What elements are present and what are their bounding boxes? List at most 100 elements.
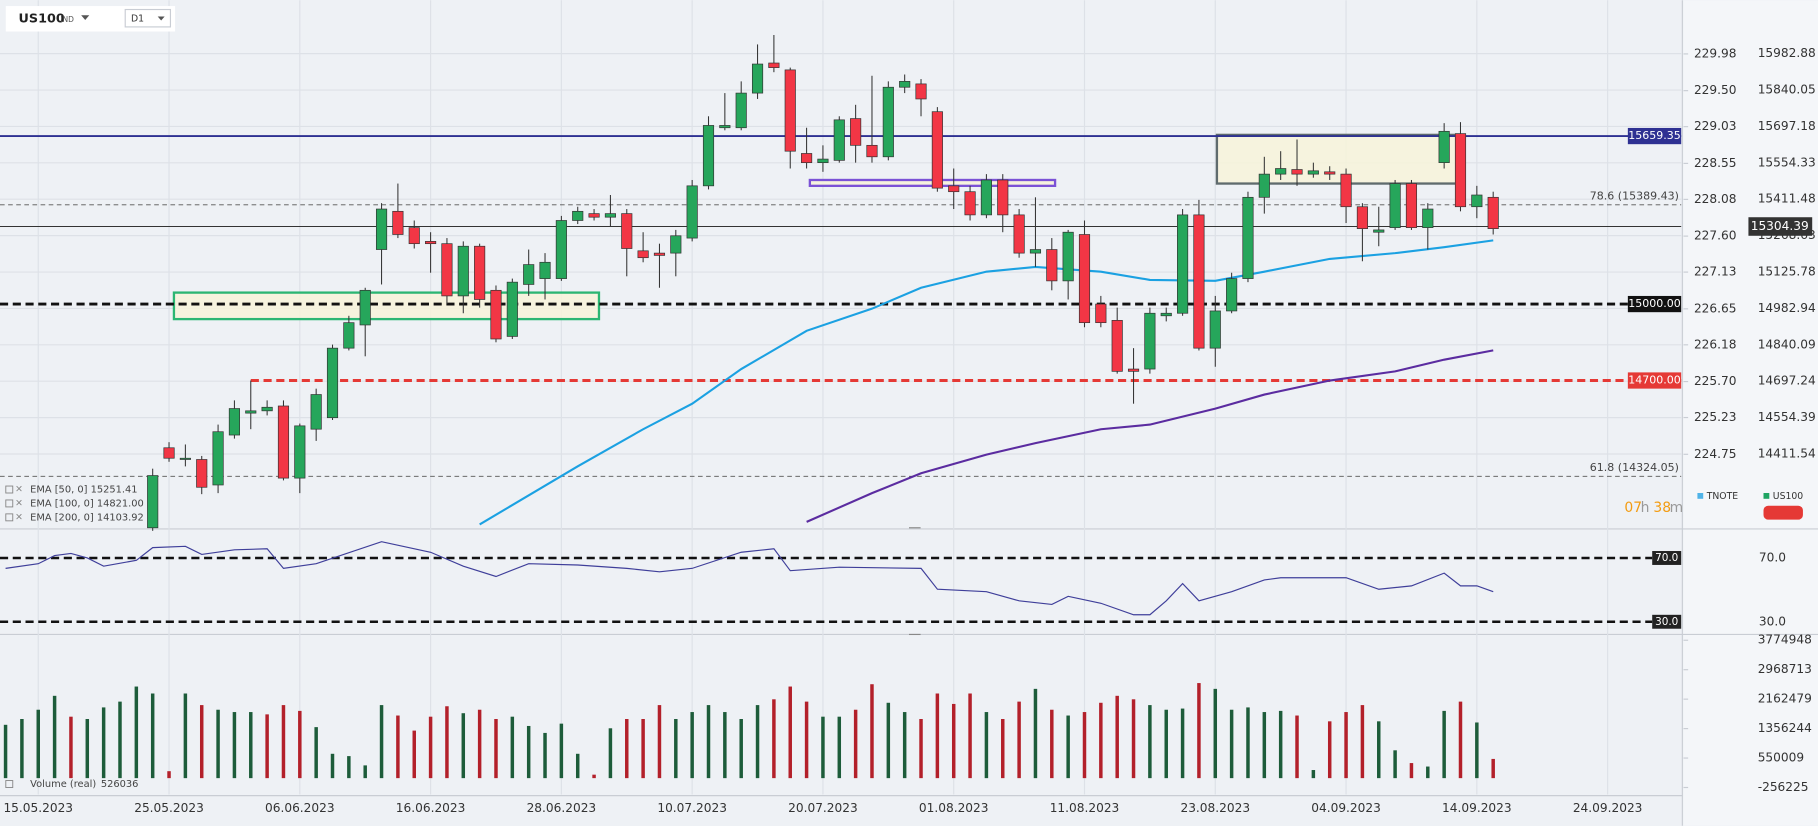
volume-bar bbox=[330, 753, 335, 779]
candle-body bbox=[523, 264, 535, 285]
volume-bar bbox=[543, 732, 547, 779]
legend-item[interactable]: TNOTE bbox=[1706, 491, 1739, 502]
y-tick-label: 14697.24 bbox=[1758, 374, 1816, 388]
volume-bar bbox=[1229, 709, 1234, 779]
timeframe-select[interactable] bbox=[124, 8, 172, 28]
candle-body bbox=[997, 179, 1009, 216]
status-pill[interactable] bbox=[1763, 505, 1803, 520]
volume-bar bbox=[1409, 763, 1414, 779]
volume-bar bbox=[1327, 721, 1332, 779]
volume-bar bbox=[821, 716, 825, 779]
y2-tick-label: 226.18 bbox=[1694, 337, 1737, 351]
candle-body bbox=[1209, 310, 1221, 349]
candle-body bbox=[1242, 196, 1254, 279]
candle-body bbox=[1095, 303, 1107, 324]
volume-bar bbox=[1099, 702, 1103, 779]
volume-bar bbox=[314, 727, 318, 779]
y-tick-label: 15982.88 bbox=[1758, 46, 1816, 60]
candle-body bbox=[751, 63, 764, 94]
volume-bar bbox=[150, 693, 155, 779]
candle-body bbox=[1405, 183, 1418, 228]
y-tick-label: 15697.18 bbox=[1758, 119, 1816, 133]
volume-bar bbox=[428, 716, 433, 779]
volume-bar bbox=[1197, 683, 1201, 779]
labels: 15.05.2023 25.05.2023 06.06.2023 16.06.2023… bbox=[3, 46, 1816, 815]
volume-bar bbox=[1344, 712, 1348, 779]
volume-bar bbox=[1017, 701, 1021, 779]
volume-bar bbox=[1360, 705, 1365, 779]
volume-legend-value: 526036 bbox=[101, 779, 139, 790]
volume-bar bbox=[1001, 719, 1005, 779]
candle-body bbox=[801, 153, 813, 163]
candle-body bbox=[964, 191, 976, 216]
candle-body bbox=[1291, 169, 1303, 175]
level-label-box bbox=[1652, 614, 1682, 629]
candle-body bbox=[277, 405, 290, 479]
candle-body bbox=[784, 69, 796, 152]
timeframe[interactable]: D1 bbox=[131, 13, 144, 24]
candle-body bbox=[1013, 214, 1025, 254]
volume-bar bbox=[347, 756, 351, 779]
volume-bar bbox=[935, 693, 940, 779]
fib-label: 61.8 (14324.05) bbox=[1590, 461, 1679, 474]
y-tick-label: 14554.39 bbox=[1758, 410, 1816, 424]
dropdown-arrow[interactable] bbox=[157, 16, 165, 21]
volume-bar bbox=[20, 719, 24, 779]
candle-body bbox=[866, 144, 878, 158]
volume-bar bbox=[510, 716, 515, 779]
x-tick-label: 04.09.2023 bbox=[1311, 801, 1381, 815]
volume-bar bbox=[886, 702, 891, 779]
candle-body bbox=[719, 125, 731, 129]
candle-body bbox=[637, 250, 649, 259]
x-tick-label: 28.06.2023 bbox=[527, 801, 597, 815]
symbol-type: IND bbox=[60, 15, 74, 24]
volume-bar bbox=[1115, 695, 1119, 779]
ema-line bbox=[479, 239, 1494, 526]
level-label-box bbox=[1627, 372, 1682, 389]
candle-body bbox=[310, 394, 322, 430]
candle-body bbox=[212, 431, 224, 486]
candle-body bbox=[850, 118, 862, 146]
volume-bar bbox=[755, 705, 760, 779]
countdown-minutes: 38 bbox=[1653, 500, 1671, 516]
volume-bar bbox=[249, 712, 253, 779]
volume-bar bbox=[772, 699, 776, 779]
candle-body bbox=[621, 213, 633, 249]
indicator-legend: EMA [50, 0] 15251.41 bbox=[30, 485, 137, 496]
dropdown-arrow[interactable] bbox=[81, 15, 90, 20]
volume-bar bbox=[1148, 705, 1152, 779]
volume-bar bbox=[298, 710, 302, 779]
volume-bar bbox=[870, 684, 874, 779]
candle-body bbox=[817, 158, 829, 163]
candle-body bbox=[768, 62, 780, 68]
level-label: 15659.35 bbox=[1628, 129, 1681, 142]
candle-body bbox=[1177, 214, 1189, 314]
volume-bar bbox=[739, 719, 743, 779]
x-tick-label: 16.06.2023 bbox=[396, 801, 466, 815]
volume-bar bbox=[232, 712, 237, 779]
volume-bar bbox=[183, 693, 188, 779]
candle-body bbox=[425, 241, 437, 245]
candle-body bbox=[1144, 312, 1156, 370]
countdown-hours: 07 bbox=[1624, 500, 1642, 516]
candle-body bbox=[326, 347, 339, 419]
last-price-label: 15304.39 bbox=[1751, 219, 1809, 233]
volume-bar bbox=[477, 709, 482, 779]
candle-body bbox=[1438, 130, 1450, 163]
volume-bar bbox=[216, 709, 220, 779]
symbol[interactable]: US100 bbox=[19, 11, 65, 26]
volume-bar bbox=[396, 715, 400, 779]
volume-bar bbox=[559, 723, 564, 779]
candle-body bbox=[457, 245, 469, 297]
volume-bar bbox=[1393, 750, 1397, 779]
candle-body bbox=[588, 213, 600, 218]
candle-body bbox=[1487, 196, 1499, 229]
y2-tick-label: 229.50 bbox=[1694, 83, 1737, 97]
volume-bar bbox=[853, 709, 858, 779]
legend-item[interactable]: US100 bbox=[1773, 491, 1803, 502]
candle-body bbox=[915, 83, 927, 100]
x-tick-label: 25.05.2023 bbox=[134, 801, 204, 815]
y2-tick-label: 229.98 bbox=[1694, 46, 1737, 60]
volume-bar bbox=[52, 695, 57, 779]
